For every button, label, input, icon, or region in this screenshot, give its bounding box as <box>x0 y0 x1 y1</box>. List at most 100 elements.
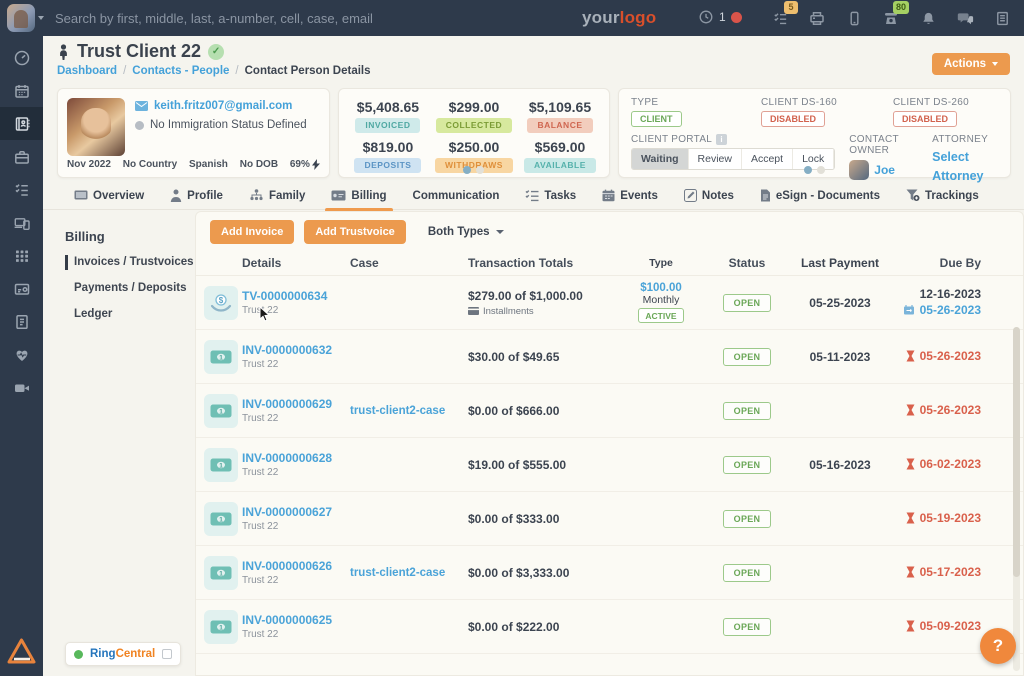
tab-events[interactable]: Events <box>602 182 658 210</box>
scrollbar-thumb[interactable] <box>1013 327 1020 577</box>
billing-card-icon <box>331 190 346 201</box>
client-country: No Country <box>122 159 178 170</box>
pencil-icon <box>683 189 697 202</box>
chat-button[interactable] <box>955 8 975 28</box>
sidebar-item-health[interactable] <box>0 338 43 371</box>
keypad-grid-icon <box>15 250 28 262</box>
tab-tasks[interactable]: Tasks <box>525 182 576 210</box>
client-email-link[interactable]: keith.fritz007@gmail.com <box>135 100 320 112</box>
tab-communication[interactable]: Communication <box>412 189 500 202</box>
table-row[interactable]: $ TV-0000000634 Trust 22 $279.00 of $1,0… <box>196 276 1023 330</box>
active-badge: ACTIVE <box>638 308 684 323</box>
ledger-button[interactable] <box>992 8 1012 28</box>
client-photo[interactable] <box>67 98 125 156</box>
calendar-icon <box>602 189 615 202</box>
table-row[interactable]: 1 INV-0000000629 Trust 22 trust-client2-… <box>196 384 1023 438</box>
info-icon[interactable]: i <box>716 134 728 145</box>
svg-text:1: 1 <box>219 462 223 469</box>
ringcentral-widget[interactable]: RingCentral <box>65 642 182 666</box>
carousel-dot-1[interactable] <box>463 166 472 174</box>
portal-accept-button[interactable]: Accept <box>741 149 794 169</box>
invoice-link[interactable]: INV-0000000628 <box>242 451 333 465</box>
portal-lock-button[interactable]: Lock <box>793 149 835 169</box>
table-row[interactable]: 1 INV-0000000625 Trust 22 $0.00 of $222.… <box>196 600 1023 654</box>
add-invoice-button[interactable]: Add Invoice <box>210 220 295 244</box>
checklist-icon <box>773 12 786 24</box>
table-row[interactable]: 1 INV-0000000632 Trust 22 $30.00 of $49.… <box>196 330 1023 384</box>
scrollbar-track[interactable] <box>1013 327 1020 671</box>
portal-waiting-button[interactable]: Waiting <box>632 149 689 169</box>
next-installment-link[interactable]: 05-26-2023 <box>903 303 981 317</box>
help-button[interactable]: ? <box>980 628 1016 664</box>
tasks-badge: 5 <box>784 1 798 14</box>
tab-notes[interactable]: Notes <box>683 182 734 210</box>
invoice-link[interactable]: INV-0000000626 <box>242 559 333 573</box>
timer-indicator[interactable]: 1 <box>698 9 742 25</box>
hourglass-icon <box>906 404 915 415</box>
owner-link[interactable]: Joe <box>874 163 895 177</box>
invoice-bill-icon: 1 <box>204 501 238 536</box>
sidebar-item-video[interactable] <box>0 371 43 404</box>
subnav-payments-deposits[interactable]: Payments / Deposits <box>74 282 187 294</box>
invoice-link[interactable]: INV-0000000627 <box>242 505 333 519</box>
sidebar-item-calendar[interactable] <box>0 74 43 107</box>
case-link[interactable]: trust-client2-case <box>350 566 446 579</box>
breadcrumb-dashboard[interactable]: Dashboard <box>57 65 118 77</box>
sidebar-item-tasks[interactable] <box>0 173 43 206</box>
table-row[interactable]: 1 INV-0000000628 Trust 22 $19.00 of $555… <box>196 438 1023 492</box>
fax-button[interactable] <box>807 8 827 28</box>
firm-logo <box>5 635 38 668</box>
mobile-button[interactable] <box>844 8 864 28</box>
sidebar-item-contacts[interactable] <box>0 107 43 140</box>
sidebar-item-cases[interactable] <box>0 140 43 173</box>
select-attorney-link[interactable]: Select Attorney <box>932 150 984 183</box>
timer-count: 1 <box>719 10 726 24</box>
tab-profile[interactable]: Profile <box>170 182 223 210</box>
recurring-amount-link[interactable]: $100.00 <box>640 282 682 294</box>
subnav-invoices-trustvoices[interactable]: Invoices / Trustvoices <box>65 255 195 270</box>
calls-button[interactable]: 80 <box>881 1 909 28</box>
invoice-link[interactable]: INV-0000000629 <box>242 397 333 411</box>
search-input[interactable] <box>55 0 475 36</box>
tab-trackings[interactable]: Trackings <box>906 182 979 210</box>
client-since: Nov 2022 <box>67 159 111 170</box>
status-badge: OPEN <box>722 402 772 420</box>
client-portal-field: CLIENT PORTAL i Waiting Review Accept Lo… <box>631 134 836 186</box>
type-badge: CLIENT <box>631 111 682 127</box>
case-link[interactable]: trust-client2-case <box>350 404 446 417</box>
available-badge: AVAILABLE <box>524 157 596 173</box>
tab-esign-documents[interactable]: eSign - Documents <box>760 182 880 210</box>
type-filter-dropdown[interactable]: Both Types <box>428 226 504 238</box>
sidebar-item-devices[interactable] <box>0 206 43 239</box>
ds160-badge[interactable]: DISABLED <box>761 111 826 127</box>
ds260-badge[interactable]: DISABLED <box>893 111 958 127</box>
actions-button[interactable]: Actions <box>931 53 1010 75</box>
subnav-ledger[interactable]: Ledger <box>74 308 113 320</box>
invoice-link[interactable]: INV-0000000632 <box>242 343 333 357</box>
tab-billing[interactable]: Billing <box>325 182 393 212</box>
notifications-button[interactable] <box>918 8 938 28</box>
user-menu[interactable] <box>7 4 44 32</box>
portal-review-button[interactable]: Review <box>688 149 742 169</box>
sidebar-item-dashboard[interactable] <box>0 41 43 74</box>
invoice-link[interactable]: TV-0000000634 <box>242 289 328 303</box>
tasks-checklist-icon <box>525 190 539 202</box>
table-row[interactable]: 1 INV-0000000626 Trust 22 trust-client2-… <box>196 546 1023 600</box>
col-due-by: Due By <box>939 255 981 270</box>
overdue-date: 05-17-2023 <box>906 565 981 579</box>
user-avatar[interactable] <box>7 4 35 32</box>
overdue-date: 05-09-2023 <box>906 619 981 633</box>
tasks-button[interactable]: 5 <box>770 1 798 28</box>
carousel-dot-2[interactable] <box>817 166 825 174</box>
add-trustvoice-button[interactable]: Add Trustvoice <box>304 220 406 244</box>
tab-overview[interactable]: Overview <box>74 182 144 210</box>
sidebar-item-documents[interactable] <box>0 305 43 338</box>
carousel-dot-1[interactable] <box>804 166 812 174</box>
table-row[interactable]: 1 INV-0000000627 Trust 22 $0.00 of $333.… <box>196 492 1023 546</box>
invoice-link[interactable]: INV-0000000625 <box>242 613 333 627</box>
tab-family[interactable]: Family <box>249 182 305 210</box>
sidebar-item-keypad[interactable] <box>0 239 43 272</box>
breadcrumb-contacts[interactable]: Contacts - People <box>132 65 230 77</box>
carousel-dot-2[interactable] <box>476 166 485 174</box>
sidebar-item-billing[interactable] <box>0 272 43 305</box>
